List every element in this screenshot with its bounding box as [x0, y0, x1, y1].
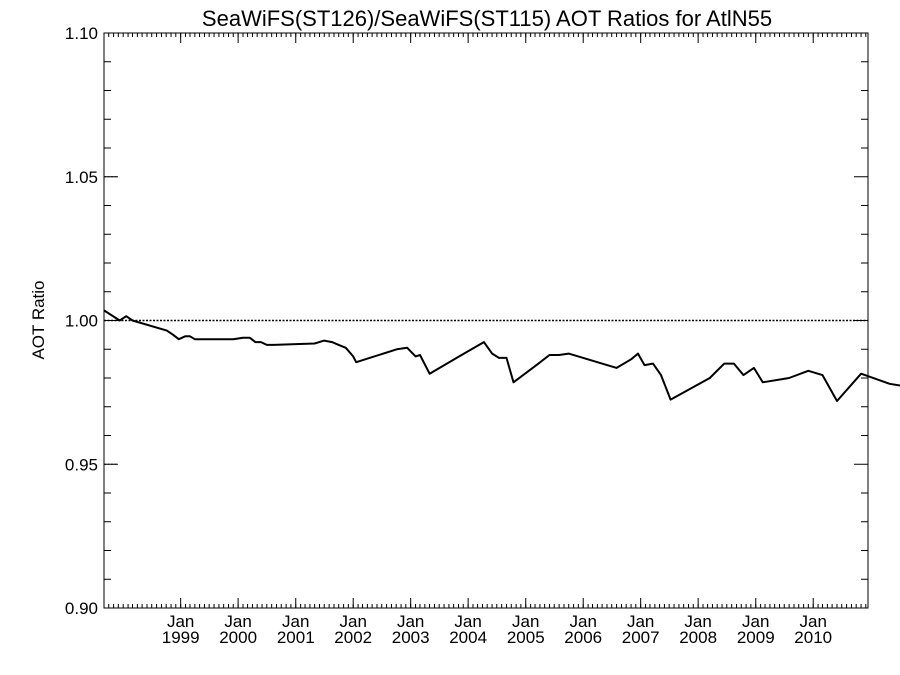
x-tick-year-label: 2003	[392, 628, 430, 647]
x-tick-year-label: 1999	[162, 628, 200, 647]
x-tick-month-label: Jan	[397, 612, 424, 631]
x-tick-month-label: Jan	[800, 612, 827, 631]
y-tick-label: 1.05	[65, 168, 98, 187]
x-tick-month-label: Jan	[512, 612, 539, 631]
aot-ratio-series-line	[103, 309, 900, 402]
x-tick-month-label: Jan	[167, 612, 194, 631]
x-tick-year-label: 2008	[679, 628, 717, 647]
x-tick-year-label: 2010	[794, 628, 832, 647]
x-tick-year-label: 2006	[564, 628, 602, 647]
x-tick-month-label: Jan	[627, 612, 654, 631]
x-tick-month-label: Jan	[684, 612, 711, 631]
x-tick-year-label: 2000	[219, 628, 257, 647]
x-tick-year-label: 2004	[449, 628, 487, 647]
x-tick-year-label: 2005	[507, 628, 545, 647]
x-tick-year-label: 2009	[737, 628, 775, 647]
chart-title: SeaWiFS(ST126)/SeaWiFS(ST115) AOT Ratios…	[202, 6, 772, 31]
x-tick-month-label: Jan	[339, 612, 366, 631]
x-tick-year-label: 2007	[622, 628, 660, 647]
y-tick-label: 0.95	[65, 455, 98, 474]
y-tick-label: 1.00	[65, 312, 98, 331]
x-tick-month-label: Jan	[282, 612, 309, 631]
y-tick-label: 1.10	[65, 24, 98, 43]
x-tick-year-label: 2002	[334, 628, 372, 647]
x-axis-ticks	[103, 33, 867, 608]
y-axis-label: AOT Ratio	[29, 280, 48, 359]
x-tick-month-label: Jan	[742, 612, 769, 631]
y-tick-label: 0.90	[65, 599, 98, 618]
x-tick-month-label: Jan	[570, 612, 597, 631]
x-tick-month-label: Jan	[224, 612, 251, 631]
x-axis-tick-labels: Jan1999Jan2000Jan2001Jan2002Jan2003Jan20…	[162, 33, 832, 647]
x-tick-month-label: Jan	[454, 612, 481, 631]
x-tick-year-label: 2001	[277, 628, 315, 647]
